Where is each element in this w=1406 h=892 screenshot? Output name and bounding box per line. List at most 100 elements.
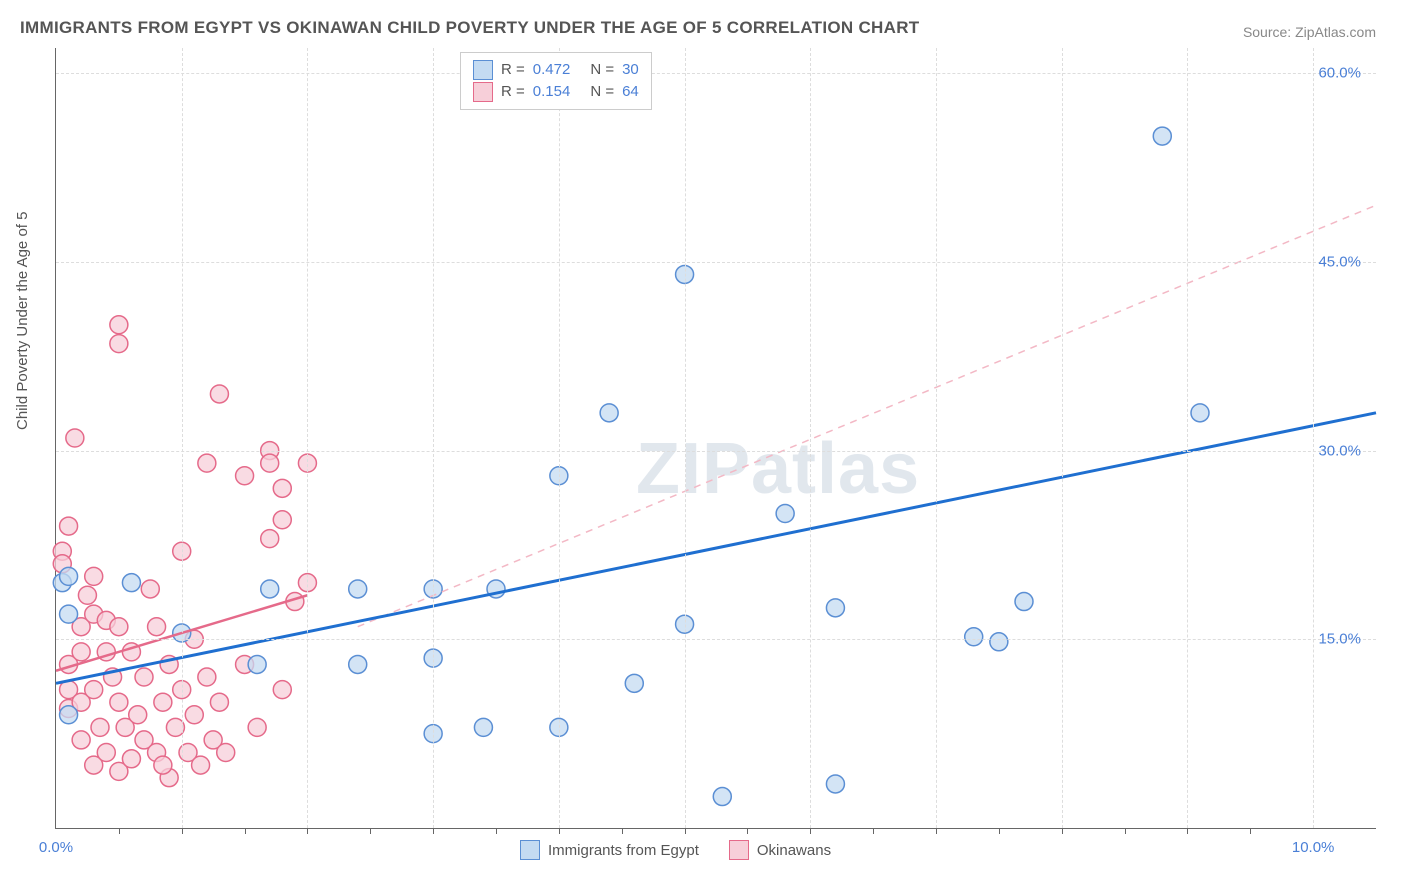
x-tick-label: 10.0% — [1292, 839, 1335, 856]
data-point — [192, 756, 210, 774]
data-point — [826, 599, 844, 617]
data-point — [261, 454, 279, 472]
x-tick-mark — [622, 828, 623, 834]
x-tick-mark — [1187, 828, 1188, 834]
r-label: R = — [501, 81, 525, 103]
data-point — [110, 316, 128, 334]
data-point — [210, 693, 228, 711]
data-point — [474, 718, 492, 736]
x-tick-mark — [936, 828, 937, 834]
data-point — [210, 385, 228, 403]
data-point — [185, 706, 203, 724]
gridline-v — [182, 48, 183, 828]
x-tick-mark — [559, 828, 560, 834]
data-point — [60, 706, 78, 724]
x-tick-mark — [1250, 828, 1251, 834]
legend-item: Immigrants from Egypt — [520, 840, 699, 860]
x-tick-mark — [496, 828, 497, 834]
gridline-h — [56, 262, 1376, 263]
plot-area: ZIPatlas 15.0%30.0%45.0%60.0%0.0%10.0% — [55, 48, 1376, 829]
x-tick-mark — [810, 828, 811, 834]
n-value: 30 — [622, 59, 639, 81]
data-point — [965, 628, 983, 646]
gridline-h — [56, 451, 1376, 452]
data-point — [349, 580, 367, 598]
x-tick-mark — [307, 828, 308, 834]
legend-swatch — [473, 60, 493, 80]
data-point — [66, 429, 84, 447]
data-point — [78, 586, 96, 604]
data-point — [97, 744, 115, 762]
legend-swatch — [729, 840, 749, 860]
data-point — [990, 633, 1008, 651]
gridline-v — [1187, 48, 1188, 828]
data-point — [236, 467, 254, 485]
x-tick-mark — [873, 828, 874, 834]
data-point — [198, 454, 216, 472]
data-point — [1153, 127, 1171, 145]
gridline-h — [56, 639, 1376, 640]
data-point — [1191, 404, 1209, 422]
data-point — [248, 655, 266, 673]
correlation-legend: R =0.472N =30R =0.154N =64 — [460, 52, 652, 110]
gridline-v — [936, 48, 937, 828]
data-point — [141, 580, 159, 598]
trend-line — [56, 413, 1376, 683]
x-tick-mark — [685, 828, 686, 834]
data-point — [60, 517, 78, 535]
data-point — [713, 788, 731, 806]
data-point — [349, 655, 367, 673]
legend-swatch — [473, 82, 493, 102]
data-point — [60, 567, 78, 585]
y-tick-label: 60.0% — [1318, 65, 1361, 82]
data-point — [91, 718, 109, 736]
data-point — [85, 681, 103, 699]
legend-label: Okinawans — [757, 842, 831, 859]
r-legend-row: R =0.154N =64 — [473, 81, 639, 103]
gridline-v — [433, 48, 434, 828]
data-point — [60, 605, 78, 623]
series-legend: Immigrants from Egypt Okinawans — [520, 840, 831, 860]
y-tick-label: 45.0% — [1318, 253, 1361, 270]
data-point — [122, 574, 140, 592]
legend-swatch — [520, 840, 540, 860]
x-tick-label: 0.0% — [39, 839, 73, 856]
gridline-v — [685, 48, 686, 828]
data-point — [1015, 593, 1033, 611]
data-point — [217, 744, 235, 762]
x-tick-mark — [999, 828, 1000, 834]
y-axis-label: Child Poverty Under the Age of 5 — [14, 212, 31, 430]
data-point — [110, 693, 128, 711]
legend-item: Okinawans — [729, 840, 831, 860]
gridline-v — [559, 48, 560, 828]
data-point — [261, 530, 279, 548]
data-point — [154, 693, 172, 711]
data-point — [154, 756, 172, 774]
chart-title: IMMIGRANTS FROM EGYPT VS OKINAWAN CHILD … — [20, 18, 919, 38]
data-point — [110, 335, 128, 353]
gridline-h — [56, 73, 1376, 74]
data-point — [273, 681, 291, 699]
scatter-svg — [56, 48, 1376, 828]
x-tick-mark — [119, 828, 120, 834]
x-tick-mark — [1062, 828, 1063, 834]
gridline-v — [1062, 48, 1063, 828]
data-point — [776, 504, 794, 522]
data-point — [135, 668, 153, 686]
data-point — [600, 404, 618, 422]
x-tick-mark — [433, 828, 434, 834]
gridline-v — [307, 48, 308, 828]
r-value: 0.154 — [533, 81, 571, 103]
data-point — [72, 643, 90, 661]
data-point — [248, 718, 266, 736]
gridline-v — [810, 48, 811, 828]
data-point — [625, 674, 643, 692]
data-point — [198, 668, 216, 686]
y-tick-label: 15.0% — [1318, 631, 1361, 648]
r-legend-row: R =0.472N =30 — [473, 59, 639, 81]
trend-line — [358, 205, 1376, 626]
data-point — [273, 511, 291, 529]
gridline-v — [1313, 48, 1314, 828]
data-point — [261, 580, 279, 598]
data-point — [129, 706, 147, 724]
